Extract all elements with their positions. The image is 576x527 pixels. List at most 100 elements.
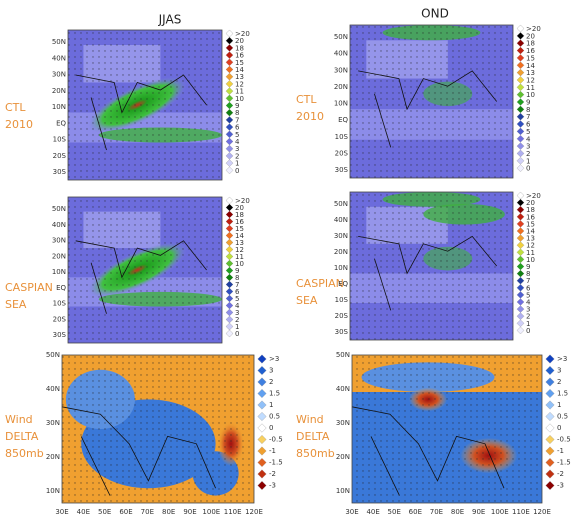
lat-label: 30S	[53, 331, 67, 339]
colorbar-swatch	[516, 127, 525, 136]
colorbar-label: 14	[526, 228, 535, 236]
lat-label: 40N	[334, 216, 348, 224]
colorbar-label: 9	[235, 267, 239, 275]
map-frame	[67, 29, 223, 181]
colorbar-swatch	[225, 130, 234, 139]
colorbar-label: 2	[235, 152, 239, 160]
colorbar-swatch	[225, 238, 234, 247]
lat-label: 40N	[52, 54, 66, 62]
colorbar-swatch	[225, 116, 234, 124]
colorbar-label: 12	[526, 242, 535, 250]
colorbar-label: 6	[526, 121, 531, 129]
lat-label: 20N	[52, 87, 66, 95]
colorbar-label: 0	[235, 330, 239, 338]
row-label: 2010	[5, 118, 33, 131]
colorbar-swatch	[225, 301, 234, 310]
lat-label: 40N	[334, 50, 348, 58]
colorbar-swatch	[225, 287, 234, 296]
colorbar-label: 8	[235, 109, 239, 117]
colorbar-swatch	[225, 87, 234, 95]
lon-label: 30E	[345, 508, 358, 516]
colorbar-label: 5	[526, 128, 530, 136]
map-frame	[67, 196, 223, 344]
lon-label: 40E	[77, 508, 90, 516]
colorbar-swatch	[225, 196, 234, 205]
colorbar-swatch	[225, 224, 234, 233]
colorbar-swatch	[257, 400, 267, 410]
colorbar-label: 0.5	[557, 413, 568, 421]
lat-label: 10S	[53, 136, 67, 144]
lon-label: 50E	[388, 508, 401, 516]
colorbar-swatch	[516, 76, 525, 84]
lon-label: 80E	[451, 508, 464, 516]
row-label: CTL	[5, 101, 26, 114]
lat-label: 30N	[334, 66, 348, 74]
lat-label: EQ	[56, 284, 66, 292]
colorbar-label: 7	[235, 281, 239, 289]
lat-label: 30N	[46, 419, 60, 427]
colorbar-label: 10	[526, 256, 535, 264]
colorbar-label: -2	[557, 470, 564, 478]
colorbar-label: 5	[235, 295, 239, 303]
colorbar-label: 1	[526, 157, 530, 165]
colorbar-label: 7	[526, 113, 530, 121]
wind-vectors	[68, 30, 222, 180]
lat-label: 50N	[334, 200, 348, 208]
colorbar-label: 6	[235, 288, 240, 296]
colorbar-label: >20	[235, 30, 250, 38]
lat-label: 20N	[52, 252, 66, 260]
lat-label: 20N	[334, 248, 348, 256]
colorbar-swatch	[225, 101, 234, 110]
colorbar-swatch	[225, 273, 234, 282]
colorbar-swatch	[257, 435, 267, 444]
colorbar-label: -0.5	[269, 436, 283, 444]
colorbar-label: 20	[235, 204, 244, 212]
colorbar-swatch	[257, 389, 267, 398]
colorbar-swatch	[516, 68, 525, 77]
colorbar-label: 14	[235, 232, 244, 240]
lat-label: 50N	[334, 33, 348, 41]
colorbar-swatch	[516, 83, 525, 92]
lon-label: 120E	[533, 508, 551, 516]
colorbar-swatch	[516, 24, 525, 33]
colorbar-swatch	[545, 400, 555, 410]
lat-label: 50N	[52, 205, 66, 213]
lat-label: EQ	[56, 119, 66, 127]
colorbar-swatch	[516, 157, 525, 165]
lat-label: EQ	[338, 280, 348, 288]
colorbar-swatch	[225, 159, 234, 167]
colorbar-swatch	[516, 205, 525, 214]
colorbar-swatch	[225, 210, 234, 219]
lon-label: 120E	[245, 508, 263, 516]
lat-label: 10N	[52, 103, 66, 111]
colorbar-swatch	[516, 105, 525, 114]
lat-label: 20N	[334, 83, 348, 91]
colorbar-label: 15	[235, 225, 244, 233]
lat-label: 10N	[334, 100, 348, 108]
colorbar-swatch	[225, 308, 234, 317]
colorbar-swatch	[516, 269, 525, 278]
lat-label: 20S	[53, 152, 67, 160]
colorbar-swatch	[516, 262, 525, 271]
colorbar-label: 2	[526, 313, 530, 321]
colorbar-swatch	[225, 152, 234, 160]
colorbar-label: 0	[235, 167, 239, 175]
colorbar-label: 15	[526, 220, 535, 228]
row-label: 850mb	[5, 447, 44, 460]
colorbar-label: 0	[557, 424, 561, 432]
map-frame	[349, 24, 514, 179]
lon-label: 80E	[162, 508, 175, 516]
colorbar-label: 1	[557, 401, 561, 409]
colorbar-swatch	[516, 32, 525, 40]
colorbar-swatch	[545, 469, 555, 479]
map-frame	[351, 354, 543, 504]
colorbar-label: 3	[269, 367, 273, 375]
colorbar-label: 4	[526, 135, 531, 143]
colorbar-swatch	[225, 294, 234, 303]
lat-label: 20S	[335, 149, 349, 157]
colorbar-swatch	[545, 354, 555, 364]
colorbar-label: 12	[526, 76, 535, 84]
lat-label: 20N	[46, 453, 60, 461]
colorbar-label: 5	[235, 131, 239, 139]
